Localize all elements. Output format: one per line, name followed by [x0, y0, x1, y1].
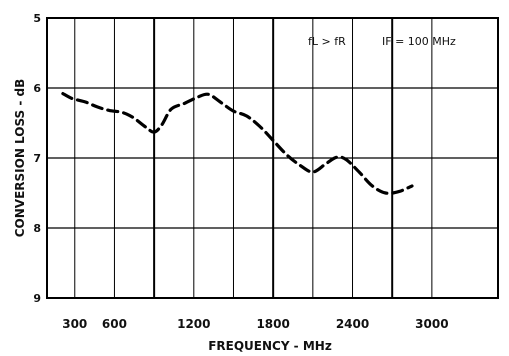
y-tick-label-7: 7: [33, 152, 41, 165]
x-tick-label-2400: 2400: [336, 317, 369, 331]
y-tick-label-6: 6: [33, 82, 41, 95]
series-line: [61, 92, 414, 195]
x-tick-label-1200: 1200: [177, 317, 210, 331]
x-tick-label-600: 600: [102, 317, 127, 331]
x-axis-label: FREQUENCY - MHz: [208, 339, 332, 353]
grid: [47, 17, 498, 299]
plot-frame: [46, 17, 499, 299]
y-tick-label-9: 9: [33, 292, 41, 305]
annotation-if: IF = 100 MHz: [382, 35, 456, 48]
x-tick-labels: 300 600 1200 1800 2400 3000: [62, 317, 448, 331]
y-tick-labels: 5 6 7 8 9: [33, 12, 41, 305]
y-tick-label-8: 8: [33, 222, 41, 235]
x-tick-label-300: 300: [62, 317, 87, 331]
x-tick-label-1800: 1800: [256, 317, 289, 331]
y-axis-label: CONVERSION LOSS - dB: [13, 79, 27, 238]
y-tick-label-5: 5: [33, 12, 41, 25]
x-tick-label-3000: 3000: [415, 317, 448, 331]
annotation-fl-fr: fL > fR: [308, 35, 346, 48]
